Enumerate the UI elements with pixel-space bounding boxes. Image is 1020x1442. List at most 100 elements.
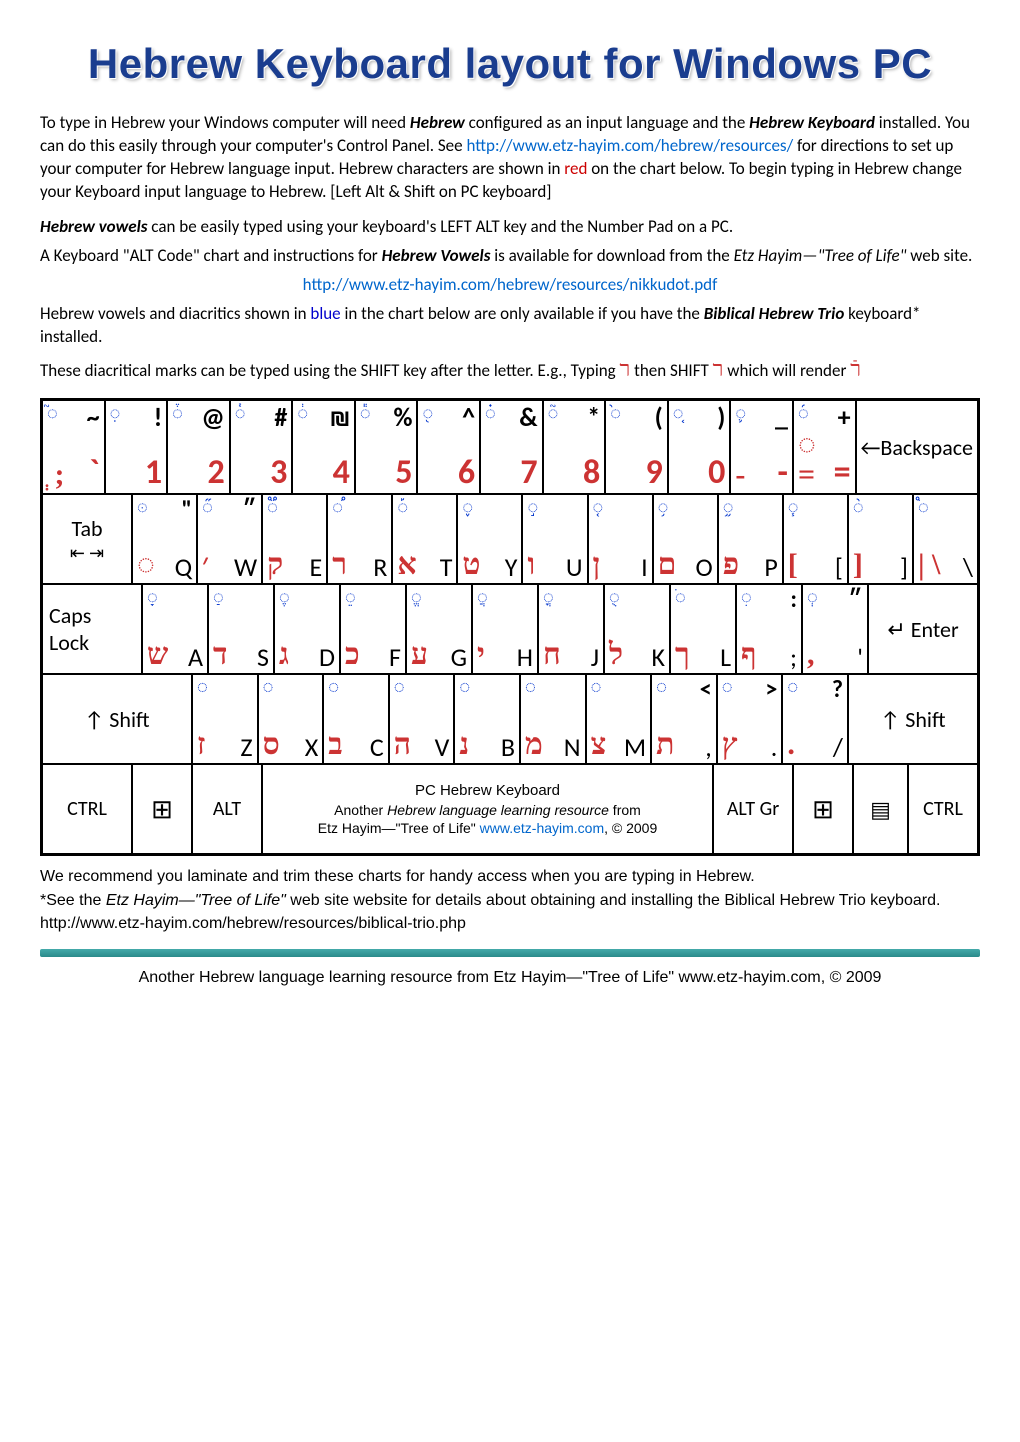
alt-key: ALT <box>192 764 262 854</box>
diacritic: ◌ <box>525 678 536 696</box>
diacritic: ◌ <box>263 678 274 696</box>
latin-char: T <box>440 554 453 580</box>
windows-key: ⊞ <box>132 764 192 854</box>
hebrew-char: צ <box>591 730 607 760</box>
latin-char: 4 <box>333 456 350 490</box>
diacritic: ◌֛ <box>735 404 746 422</box>
latin-char: . <box>771 734 778 760</box>
keyboard-key: ◌מN <box>520 674 586 764</box>
shift-key-left: ↑ Shift <box>42 674 192 764</box>
diacritic: ◌֣ <box>527 498 538 516</box>
shift-symbol: ״ <box>242 498 257 522</box>
diacritic: ◌ֵ <box>345 588 356 606</box>
spacebar-line3: Etz Hayim—"Tree of Life" www.etz-hayim.c… <box>267 819 708 837</box>
keyboard-key: ◌֠רR <box>327 494 392 584</box>
latin-char: 8 <box>583 456 600 490</box>
site-link[interactable]: www.etz-hayim.com <box>480 820 604 836</box>
diacritic: ◌ <box>656 678 667 696</box>
resources-link[interactable]: http://www.etz-hayim.com/hebrew/resource… <box>466 135 793 156</box>
spacebar-key: PC Hebrew Keyboard Another Hebrew langua… <box>262 764 713 854</box>
keyboard-key: ◌֓#3 <box>230 400 293 494</box>
text: Hebrew vowels and diacritics shown in <box>40 303 310 324</box>
latin-char: 3 <box>270 456 287 490</box>
hebrew-char: ל <box>609 640 623 670</box>
latin-char: J <box>591 644 599 670</box>
hebrew-char: פ <box>723 550 739 580</box>
diacritic: ◌֕ <box>360 404 371 422</box>
hebrew-char: א <box>397 550 416 580</box>
nikkudot-link[interactable]: http://www.etz-hayim.com/hebrew/resource… <box>303 274 718 295</box>
text: is available for download from the <box>490 245 733 266</box>
diacritic: ◌ַ <box>213 588 224 606</box>
latin-char: [ <box>835 554 843 580</box>
keyboard-key: ◌֙(9 <box>605 400 668 494</box>
menu-key: ▤ <box>853 764 908 854</box>
hebrew-char: ו <box>527 550 535 580</box>
keyboard-key: ◌בC <box>323 674 389 764</box>
shift-symbol: ~ <box>87 404 100 430</box>
keyboard-row-3: CapsLock◌ָשA◌ַדS◌ֶגD◌ֵכF◌ֱעG◌ֲיH◌ֳחJ◌ֻלK… <box>42 584 978 674</box>
keyboard-key: ◌הV <box>389 674 455 764</box>
keyboard-key: ◌֦פP <box>718 494 783 584</box>
latin-char: ' <box>857 644 863 670</box>
text: Hebrew language learning resource <box>387 802 609 818</box>
latin-char: Q <box>175 554 193 580</box>
latin-char: N <box>564 734 581 760</box>
diacritic: ◌֨ <box>853 498 864 516</box>
keyboard-key: ◌ֲיH <box>472 584 538 674</box>
diacritic: ◌֜ <box>798 404 809 422</box>
hebrew-char: ◌ <box>137 550 155 580</box>
latin-char: B <box>501 734 515 760</box>
menu-icon: ▤ <box>870 796 891 823</box>
keyboard-row-5: CTRL ⊞ ALT PC Hebrew Keyboard Another He… <box>42 764 978 854</box>
diacritic: ◌֩ <box>918 498 929 516</box>
diacritic: ◌֔ <box>297 404 308 422</box>
nikkudot-link-line: http://www.etz-hayim.com/hebrew/resource… <box>40 274 980 297</box>
keyboard-key: ◌צM <box>586 674 652 764</box>
diacritic: ◌ֶ <box>279 588 290 606</box>
shift-key-right: ↑ Shift <box>848 674 978 764</box>
keyboard-key: ◌ֳחJ <box>538 584 604 674</box>
latin-char: V <box>435 734 450 760</box>
latin-char: G <box>451 644 467 670</box>
footnotes: We recommend you laminate and trim these… <box>40 866 980 935</box>
keyboard-key: ◌ַדS <box>208 584 274 674</box>
windows-icon: ⊞ <box>151 793 173 825</box>
diacritic: ◌֦ <box>723 498 734 516</box>
diacritic: ◌֓ <box>235 404 246 422</box>
hebrew-char: ה <box>394 730 411 760</box>
text: Hebrew Keyboard <box>749 112 875 133</box>
hebrew-char: ט <box>462 550 480 580</box>
windows-key-right: ⊞ <box>793 764 853 854</box>
keyboard-key: ◌ֶגD <box>274 584 340 674</box>
text: Etz Hayim—"Tree of Life" <box>734 245 907 266</box>
latin-char: 2 <box>208 456 225 490</box>
diacritic: ◌ֱ <box>411 588 422 606</box>
windows-icon: ⊞ <box>812 793 834 825</box>
hebrew-char: ב <box>328 730 342 760</box>
latin-char: , <box>705 734 712 760</box>
diacritic: ◌֡ <box>397 498 408 516</box>
spacebar-line2: Another Hebrew language learning resourc… <box>267 801 708 819</box>
hebrew-char: ע <box>411 640 428 670</box>
tab-key: Tab⇤ ⇥ <box>42 494 132 584</box>
shift-symbol: ! <box>154 404 162 430</box>
latin-char: Y <box>505 554 518 580</box>
text: in the chart below are only available if… <box>341 303 704 324</box>
hebrew-char: ך <box>675 640 690 670</box>
keyboard-key: ◌֗&7 <box>480 400 543 494</box>
keyboard-key: ◌֩| \\ <box>913 494 978 584</box>
backspace-key: ←Backspace <box>856 400 978 494</box>
keyboard-key: ◌נB <box>454 674 520 764</box>
latin-char: M <box>624 734 646 760</box>
latin-char: A <box>188 644 203 670</box>
keyboard-key: ◌֕%5 <box>355 400 418 494</box>
diacritic: ◌֒ <box>172 404 183 422</box>
footnote-1: We recommend you laminate and trim these… <box>40 866 980 888</box>
diacritic: ◌֮ <box>47 404 58 422</box>
hebrew-char: ◌ = <box>798 430 834 490</box>
text: which will render <box>723 360 850 381</box>
shift-symbol: : <box>790 588 797 612</box>
keyboard-row-1: ◌֮~ְ ;`◌ֽ!1◌֒@2◌֓#3◌֔₪4◌֕%5◌֖^6◌֗&7◌֘*8◌… <box>42 400 978 494</box>
text: can be easily typed using your keyboard'… <box>147 216 733 237</box>
